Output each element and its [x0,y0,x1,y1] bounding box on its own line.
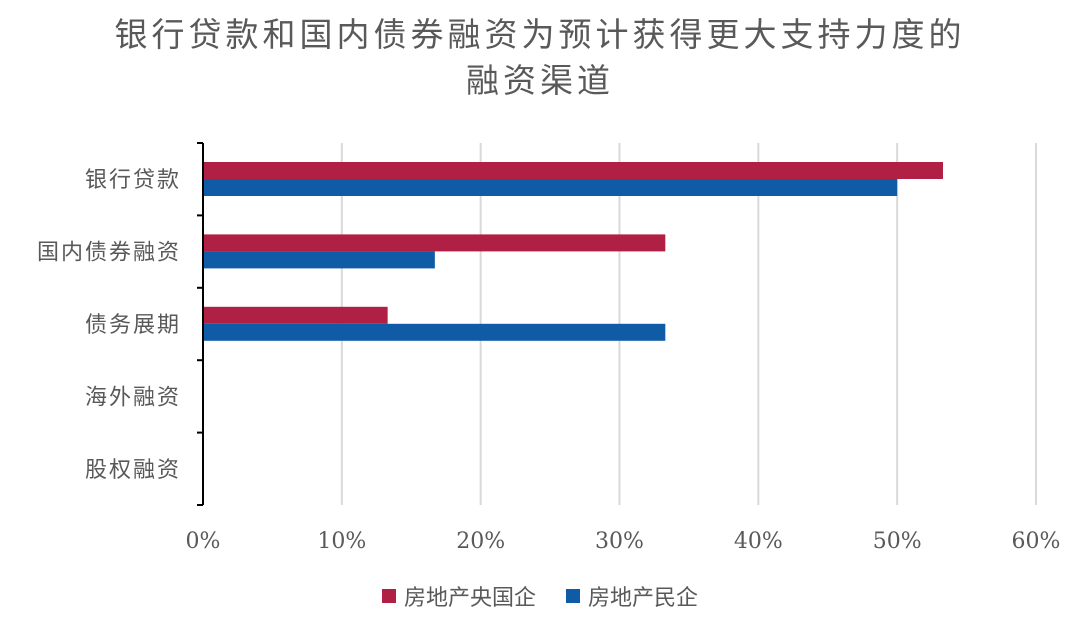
legend-item-series-2: 房地产民企 [566,580,698,612]
y-category-label: 国内债券融资 [37,241,181,266]
y-category-label: 债务展期 [85,313,181,338]
bar [203,323,666,341]
x-tick-label: 50% [873,529,922,554]
x-tick-label: 0% [186,529,221,554]
bar [203,234,666,252]
legend-label-series-1: 房地产央国企 [403,586,536,611]
legend-swatch-series-1 [381,589,396,603]
y-category-label: 股权融资 [85,458,181,483]
chart-legend: 房地产央国企 房地产民企 [0,580,1080,612]
legend-label-series-2: 房地产民企 [588,586,699,611]
x-tick-label: 30% [595,529,644,554]
legend-item-series-1: 房地产央国企 [381,580,536,612]
bar [203,179,898,196]
chart-title-line-2: 融资渠道 [466,61,614,100]
legend-swatch-series-2 [566,589,580,603]
x-tick-label: 20% [456,529,505,554]
x-tick-label: 40% [734,529,783,554]
y-category-label: 海外融资 [85,385,181,410]
x-tick-label: 10% [317,529,366,554]
x-tick-label: 60% [1012,529,1061,554]
bar [203,251,435,269]
y-category-label: 银行贷款 [85,168,181,193]
bar [203,306,388,324]
chart-title: 银行贷款和国内债券融资为预计获得更大支持力度的 融资渠道 [0,12,1080,104]
bar [203,162,943,179]
chart-title-line-1: 银行贷款和国内债券融资为预计获得更大支持力度的 [114,15,966,54]
